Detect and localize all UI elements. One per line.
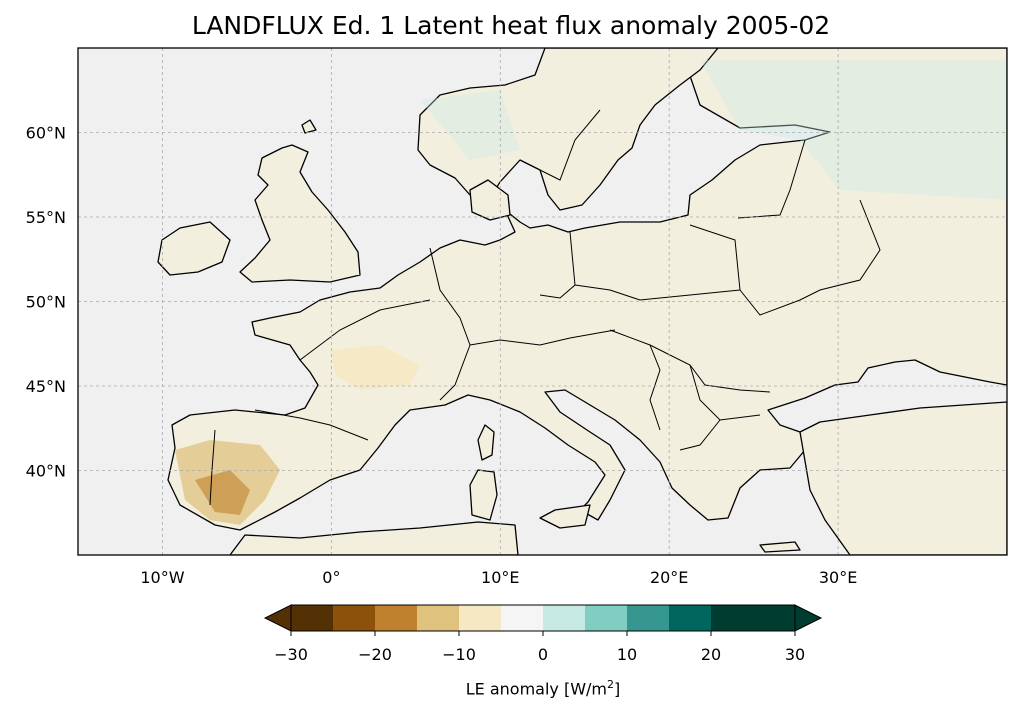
colorbar-segment bbox=[333, 605, 375, 631]
landmass-great-britain bbox=[239, 144, 361, 283]
colorbar-segment bbox=[711, 605, 753, 631]
colorbar-extend-over bbox=[794, 604, 823, 632]
anomaly-shading bbox=[175, 60, 1007, 525]
colorbar-tick-label: −10 bbox=[442, 645, 476, 664]
colorbar-tick-label: −30 bbox=[274, 645, 308, 664]
colorbar-segment bbox=[375, 605, 417, 631]
landmass-sardinia bbox=[469, 469, 498, 521]
colorbar-tick-label: 10 bbox=[617, 645, 637, 664]
lon-tick-label: 20°E bbox=[650, 568, 688, 587]
anomaly-patch-northeast bbox=[700, 60, 1007, 200]
anomaly-patch-scandinavia bbox=[420, 90, 520, 160]
landmass-turkey bbox=[799, 401, 1007, 555]
lat-tick-label: 40°N bbox=[26, 462, 66, 481]
colorbar-label-end: ] bbox=[614, 679, 621, 699]
latitude-tick-labels: 60°N 55°N 50°N 45°N 40°N bbox=[26, 124, 66, 481]
colorbar-segment bbox=[753, 605, 795, 631]
colorbar-segment bbox=[417, 605, 459, 631]
lat-tick-label: 60°N bbox=[26, 124, 66, 143]
colorbar-segment bbox=[501, 605, 543, 631]
landmass-sicily bbox=[539, 504, 591, 529]
anomaly-patch-iberia-south bbox=[195, 470, 250, 515]
colorbar-segment bbox=[291, 605, 333, 631]
country-borders bbox=[209, 109, 881, 506]
colorbar-label-text: LE anomaly [W/m bbox=[465, 679, 608, 699]
lat-tick-label: 50°N bbox=[26, 293, 66, 312]
lat-tick-label: 45°N bbox=[26, 377, 66, 396]
map-panel: 10°W 0° 10°E 20°E 30°E 60°N 55°N 50°N 45°N 40°N bbox=[26, 47, 1008, 587]
colorbar-segment bbox=[459, 605, 501, 631]
landmass-ireland bbox=[157, 221, 231, 276]
colorbar-segment bbox=[669, 605, 711, 631]
lon-tick-label: 30°E bbox=[819, 568, 857, 587]
colorbar-segment bbox=[627, 605, 669, 631]
lon-tick-label: 10°W bbox=[140, 568, 184, 587]
map-title: LANDFLUX Ed. 1 Latent heat flux anomaly … bbox=[191, 11, 831, 40]
lat-tick-label: 55°N bbox=[26, 208, 66, 227]
landmass-corsica bbox=[477, 424, 495, 461]
continent-europe bbox=[167, 48, 1007, 531]
landmass-crete bbox=[759, 541, 801, 553]
land-layer bbox=[157, 48, 1007, 555]
landmass-shetland bbox=[301, 119, 317, 134]
colorbar-segment bbox=[543, 605, 585, 631]
anomaly-patch-france bbox=[330, 345, 420, 390]
colorbar-tick-label: 20 bbox=[701, 645, 721, 664]
landmass-scandinavia bbox=[417, 48, 719, 211]
colorbar-tick-label: −20 bbox=[358, 645, 392, 664]
colorbar-tick-label: 0 bbox=[538, 645, 548, 664]
colorbar-segment bbox=[585, 605, 627, 631]
colorbar: −30 −20 −10 0 10 20 30 bbox=[263, 604, 823, 664]
lon-tick-label: 10°E bbox=[481, 568, 519, 587]
colorbar-label-superscript: 2 bbox=[607, 678, 615, 691]
map-gridlines bbox=[78, 48, 1007, 555]
colorbar-tick-label: 30 bbox=[785, 645, 805, 664]
lon-tick-label: 0° bbox=[322, 568, 340, 587]
colorbar-extend-under bbox=[263, 604, 292, 632]
map-frame bbox=[77, 47, 1008, 556]
colorbar-label: LE anomaly [W/m2] bbox=[0, 678, 1022, 698]
longitude-tick-labels: 10°W 0° 10°E 20°E 30°E bbox=[140, 568, 857, 587]
landmass-north-africa bbox=[229, 521, 519, 555]
